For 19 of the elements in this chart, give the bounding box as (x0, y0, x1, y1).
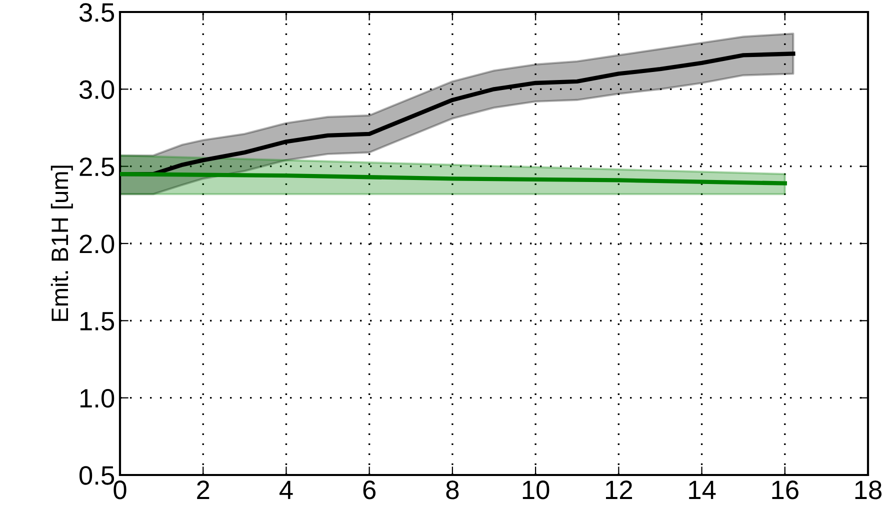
y-tick-label: 0.5 (79, 466, 114, 485)
line-series (120, 172, 787, 186)
x-tick-label: 0 (114, 480, 126, 500)
x-tick-label: 14 (689, 480, 716, 499)
x-tick-label: 8 (446, 480, 459, 500)
y-tick-label: 1.0 (80, 388, 114, 408)
x-tick-label: 6 (363, 480, 376, 500)
y-tick-label: 1.5 (80, 312, 114, 330)
x-tick-label: 12 (606, 480, 632, 499)
x-tick-label: 16 (772, 480, 798, 500)
y-tick-label: 2.0 (80, 234, 114, 254)
x-tick-label: 18 (855, 480, 882, 500)
y-tick-label: 2.5 (80, 157, 114, 176)
x-tick-label: 10 (522, 480, 550, 500)
y-axis-title: Emit. B1H [um] (50, 166, 73, 321)
y-tick-label: 3.5 (79, 3, 114, 22)
x-tick-label: 4 (279, 480, 293, 499)
y-tick-label: 3.0 (79, 80, 114, 99)
x-tick-label: 2 (197, 480, 210, 499)
